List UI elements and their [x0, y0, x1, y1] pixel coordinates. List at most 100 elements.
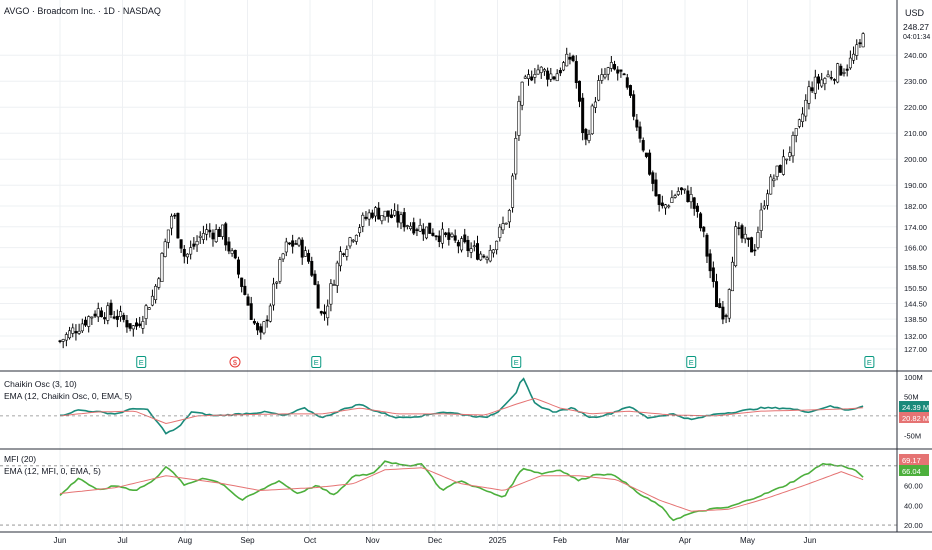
- candle-body[interactable]: [125, 320, 129, 328]
- candle-body[interactable]: [581, 97, 585, 134]
- candle-body[interactable]: [138, 323, 142, 326]
- candle-body[interactable]: [466, 239, 470, 252]
- candle-body[interactable]: [144, 305, 148, 319]
- candle-body[interactable]: [715, 281, 719, 308]
- candle-body[interactable]: [205, 229, 209, 235]
- candle-body[interactable]: [201, 233, 205, 240]
- candle-body[interactable]: [794, 128, 798, 136]
- price-tick-label[interactable]: 230.00: [904, 77, 927, 86]
- candle-body[interactable]: [128, 323, 132, 329]
- candle-body[interactable]: [246, 296, 250, 306]
- candle-body[interactable]: [256, 322, 260, 331]
- candle-body[interactable]: [584, 129, 588, 140]
- candle-body[interactable]: [211, 232, 215, 240]
- candle-body[interactable]: [240, 277, 244, 287]
- price-tick-label[interactable]: 182.00: [904, 202, 927, 211]
- mfi-tick-label[interactable]: 40.00: [904, 501, 923, 510]
- candle-body[interactable]: [479, 253, 483, 261]
- candle-body[interactable]: [195, 241, 199, 246]
- time-tick-label[interactable]: Aug: [178, 536, 192, 545]
- candle-body[interactable]: [329, 283, 333, 305]
- earnings-marker[interactable]: E: [136, 356, 147, 368]
- candle-body[interactable]: [163, 241, 167, 257]
- candle-body[interactable]: [517, 101, 521, 136]
- candle-body[interactable]: [383, 210, 387, 218]
- chaikin-tick-label[interactable]: -50M: [904, 431, 921, 440]
- candle-body[interactable]: [412, 222, 416, 234]
- candle-body[interactable]: [134, 322, 138, 327]
- candle-body[interactable]: [511, 175, 515, 208]
- candle-body[interactable]: [230, 250, 234, 254]
- indicator-ema-line[interactable]: [59, 397, 864, 425]
- candle-body[interactable]: [214, 229, 218, 242]
- candle-body[interactable]: [147, 307, 151, 310]
- mfi-ema-label[interactable]: EMA (12, MFI, 0, EMA, 5): [4, 466, 101, 476]
- candle-body[interactable]: [252, 321, 256, 324]
- candle-body[interactable]: [593, 101, 597, 108]
- candle-body[interactable]: [68, 330, 72, 339]
- candle-body[interactable]: [804, 99, 808, 117]
- candle-body[interactable]: [109, 302, 113, 315]
- indicator-line[interactable]: [59, 460, 864, 522]
- candle-body[interactable]: [683, 188, 687, 191]
- candle-body[interactable]: [686, 190, 690, 203]
- candle-body[interactable]: [469, 248, 473, 253]
- candle-body[interactable]: [182, 248, 186, 257]
- price-tick-label[interactable]: 220.00: [904, 103, 927, 112]
- candle-body[interactable]: [568, 56, 572, 60]
- candle-body[interactable]: [622, 73, 626, 76]
- candle-body[interactable]: [227, 241, 231, 252]
- candle-body[interactable]: [358, 227, 362, 234]
- candle-body[interactable]: [189, 247, 193, 255]
- candle-body[interactable]: [801, 113, 805, 122]
- price-tick-label[interactable]: 174.00: [904, 223, 927, 232]
- candle-body[interactable]: [393, 210, 397, 216]
- candle-body[interactable]: [842, 72, 846, 74]
- candle-body[interactable]: [380, 215, 384, 222]
- candle-body[interactable]: [262, 321, 266, 334]
- candle-body[interactable]: [440, 228, 444, 244]
- candle-body[interactable]: [71, 327, 75, 334]
- candle-body[interactable]: [727, 289, 731, 319]
- candle-body[interactable]: [437, 235, 441, 243]
- candle-body[interactable]: [409, 225, 413, 230]
- candle-body[interactable]: [603, 74, 607, 78]
- candle-body[interactable]: [781, 156, 785, 175]
- candle-body[interactable]: [281, 253, 285, 260]
- candle-body[interactable]: [590, 105, 594, 135]
- candle-body[interactable]: [198, 235, 202, 238]
- candle-body[interactable]: [456, 241, 460, 247]
- candle-body[interactable]: [702, 226, 706, 232]
- candle-body[interactable]: [447, 232, 451, 240]
- candle-body[interactable]: [434, 235, 438, 238]
- candle-body[interactable]: [370, 212, 374, 218]
- candle-body[interactable]: [342, 253, 346, 255]
- chaikin-tick-label[interactable]: 100M: [904, 373, 923, 382]
- candle-body[interactable]: [616, 69, 620, 74]
- candle-body[interactable]: [157, 278, 161, 288]
- candle-body[interactable]: [609, 62, 613, 69]
- candle-body[interactable]: [335, 262, 339, 286]
- candle-body[interactable]: [291, 240, 295, 247]
- candle-body[interactable]: [797, 119, 801, 127]
- candle-body[interactable]: [648, 152, 652, 175]
- candle-body[interactable]: [58, 340, 62, 343]
- mfi-tick-label[interactable]: 60.00: [904, 482, 923, 491]
- candle-body[interactable]: [485, 257, 489, 261]
- candle-body[interactable]: [724, 315, 728, 317]
- candle-body[interactable]: [300, 239, 304, 258]
- candle-body[interactable]: [475, 243, 479, 260]
- candle-body[interactable]: [705, 234, 709, 257]
- candle-body[interactable]: [294, 243, 298, 245]
- candle-body[interactable]: [737, 227, 741, 229]
- candle-body[interactable]: [326, 305, 330, 319]
- candle-body[interactable]: [115, 315, 119, 320]
- candle-body[interactable]: [122, 314, 126, 320]
- candle-body[interactable]: [628, 85, 632, 96]
- candle-body[interactable]: [667, 205, 671, 208]
- candle-body[interactable]: [166, 229, 170, 243]
- candle-body[interactable]: [319, 311, 323, 314]
- candle-body[interactable]: [861, 33, 865, 48]
- candle-body[interactable]: [632, 94, 636, 117]
- time-tick-label[interactable]: Nov: [365, 536, 379, 545]
